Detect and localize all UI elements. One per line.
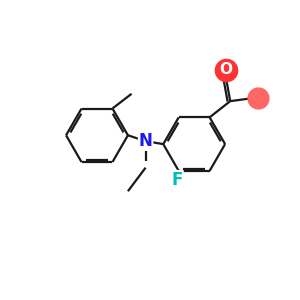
Text: F: F [172,171,183,189]
Text: N: N [139,132,152,150]
Text: O: O [219,62,232,77]
